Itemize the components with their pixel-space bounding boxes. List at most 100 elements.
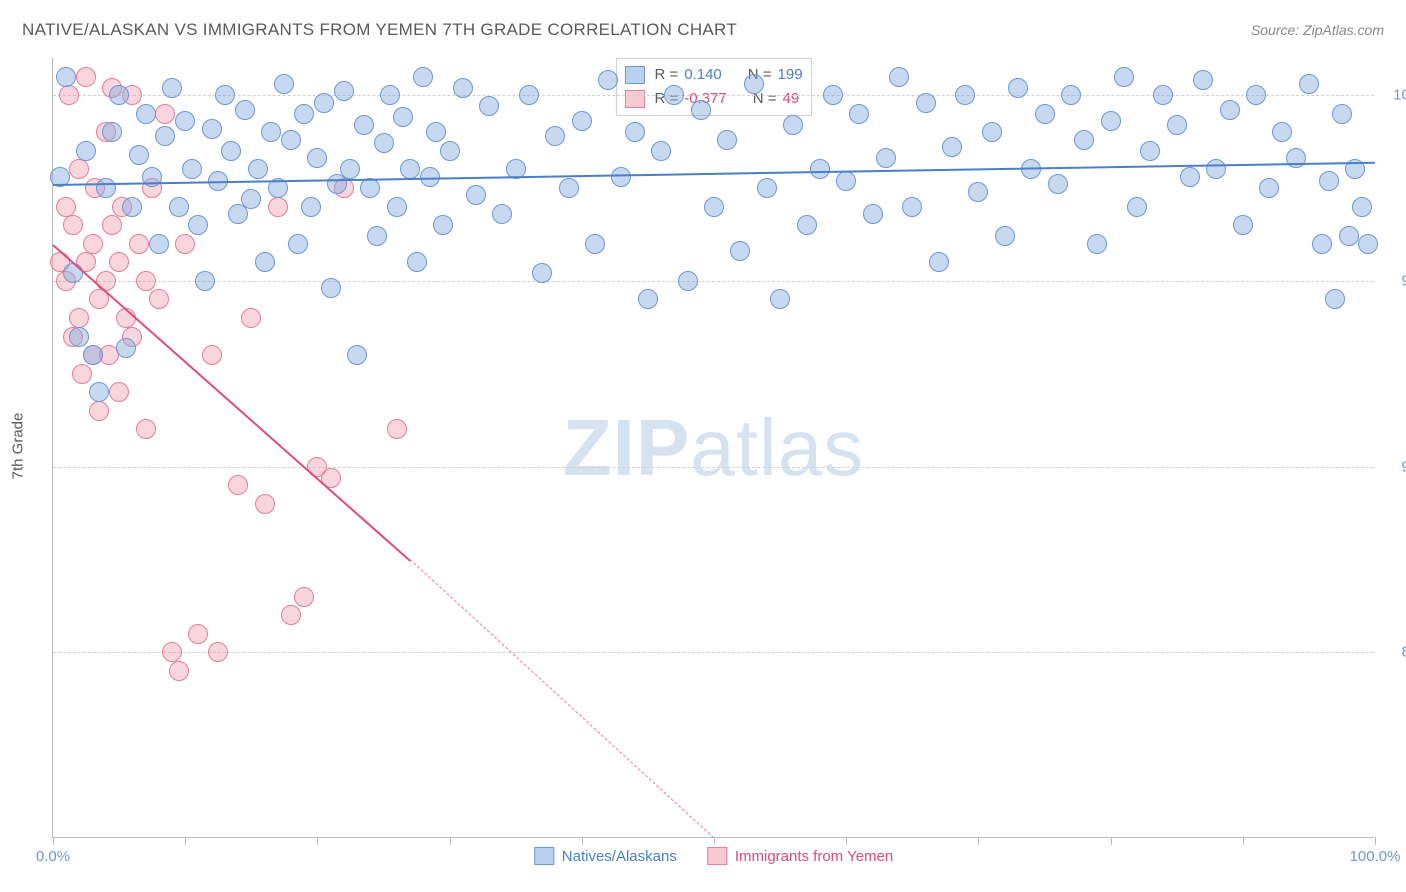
- blue-point: [1259, 178, 1279, 198]
- blue-point: [1048, 174, 1068, 194]
- stats-box: R = 0.140 N = 199 R = -0.377 N = 49: [615, 58, 811, 116]
- blue-point: [1286, 148, 1306, 168]
- blue-point: [519, 85, 539, 105]
- blue-point: [294, 104, 314, 124]
- blue-point: [783, 115, 803, 135]
- blue-point: [400, 159, 420, 179]
- stats-n-value-blue: 199: [778, 63, 803, 87]
- pink-point: [72, 364, 92, 384]
- xtick-label: 0.0%: [36, 848, 70, 865]
- blue-point: [1180, 167, 1200, 187]
- pink-point: [255, 494, 275, 514]
- blue-point: [1193, 70, 1213, 90]
- source-label: Source: ZipAtlas.com: [1251, 22, 1384, 38]
- blue-point: [598, 70, 618, 90]
- blue-point: [426, 122, 446, 142]
- blue-point: [1035, 104, 1055, 124]
- blue-point: [102, 122, 122, 142]
- blue-point: [968, 182, 988, 202]
- legend-swatch-pink: [707, 847, 727, 865]
- blue-point: [374, 133, 394, 153]
- blue-point: [301, 197, 321, 217]
- blue-point: [744, 74, 764, 94]
- blue-point: [334, 81, 354, 101]
- blue-point: [902, 197, 922, 217]
- blue-point: [1332, 104, 1352, 124]
- pink-point: [241, 308, 261, 328]
- pink-point: [188, 624, 208, 644]
- blue-point: [532, 263, 552, 283]
- pink-point: [102, 215, 122, 235]
- blue-point: [1153, 85, 1173, 105]
- stats-row-pink: R = -0.377 N = 49: [624, 87, 802, 111]
- stats-row-blue: R = 0.140 N = 199: [624, 63, 802, 87]
- blue-point: [380, 85, 400, 105]
- blue-point: [929, 252, 949, 272]
- blue-point: [638, 289, 658, 309]
- blue-point: [413, 67, 433, 87]
- blue-point: [175, 111, 195, 131]
- watermark-atlas: atlas: [690, 403, 864, 492]
- pink-point: [228, 475, 248, 495]
- blue-point: [664, 85, 684, 105]
- blue-point: [730, 241, 750, 261]
- blue-point: [76, 141, 96, 161]
- xtick: [714, 837, 715, 845]
- blue-point: [1008, 78, 1028, 98]
- blue-point: [215, 85, 235, 105]
- blue-point: [314, 93, 334, 113]
- pink-point: [162, 642, 182, 662]
- blue-point: [56, 67, 76, 87]
- blue-point: [354, 115, 374, 135]
- blue-point: [1319, 171, 1339, 191]
- xtick: [185, 837, 186, 845]
- pink-point: [208, 642, 228, 662]
- blue-point: [340, 159, 360, 179]
- legend-item-pink: Immigrants from Yemen: [707, 847, 893, 865]
- pink-point: [83, 234, 103, 254]
- blue-point: [757, 178, 777, 198]
- blue-point: [122, 197, 142, 217]
- blue-point: [347, 345, 367, 365]
- blue-point: [585, 234, 605, 254]
- xtick: [846, 837, 847, 845]
- xtick: [1375, 837, 1376, 845]
- blue-point: [492, 204, 512, 224]
- pink-point: [109, 252, 129, 272]
- blue-point: [96, 178, 116, 198]
- blue-point: [281, 130, 301, 150]
- blue-point: [307, 148, 327, 168]
- blue-point: [1352, 197, 1372, 217]
- pink-point: [202, 345, 222, 365]
- blue-point: [1087, 234, 1107, 254]
- trend-pink-dash: [410, 560, 715, 839]
- pink-point: [89, 401, 109, 421]
- blue-point: [1220, 100, 1240, 120]
- blue-point: [1167, 115, 1187, 135]
- blue-point: [1272, 122, 1292, 142]
- blue-point: [433, 215, 453, 235]
- stats-swatch-blue: [624, 66, 644, 84]
- blue-point: [625, 122, 645, 142]
- blue-point: [136, 104, 156, 124]
- xtick-label: 100.0%: [1350, 848, 1401, 865]
- blue-point: [195, 271, 215, 291]
- pink-point: [56, 197, 76, 217]
- gridline: [53, 95, 1374, 96]
- bottom-legend: Natives/Alaskans Immigrants from Yemen: [534, 847, 893, 865]
- stats-r-label-blue: R =: [654, 63, 678, 87]
- pink-point: [129, 234, 149, 254]
- pink-point: [136, 419, 156, 439]
- blue-point: [942, 137, 962, 157]
- pink-point: [281, 605, 301, 625]
- blue-point: [559, 178, 579, 198]
- pink-point: [136, 271, 156, 291]
- blue-point: [162, 78, 182, 98]
- blue-point: [1299, 74, 1319, 94]
- blue-point: [770, 289, 790, 309]
- blue-point: [1206, 159, 1226, 179]
- blue-point: [1101, 111, 1121, 131]
- blue-point: [863, 204, 883, 224]
- ytick-label: 90.0%: [1384, 458, 1406, 475]
- blue-point: [651, 141, 671, 161]
